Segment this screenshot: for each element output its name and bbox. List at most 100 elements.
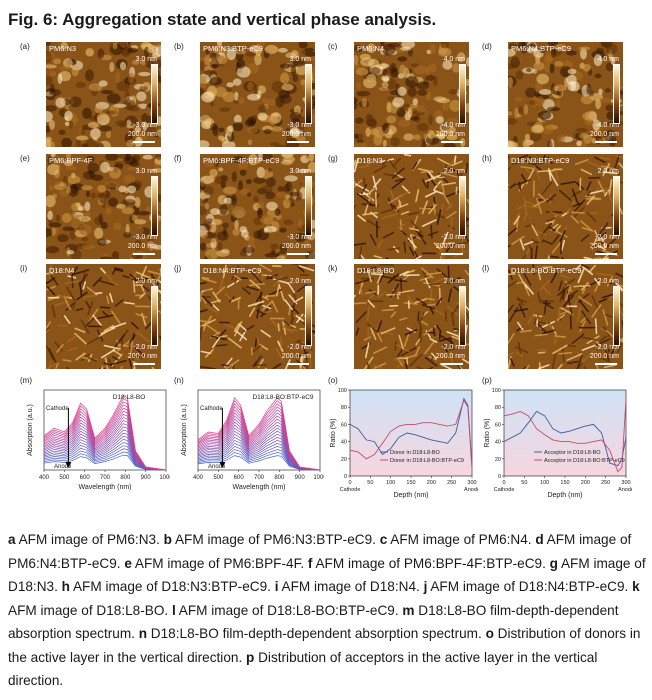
absorption-curve	[43, 448, 167, 471]
legend-entry: Donor in D18:L8-BO:BTP-eC9	[390, 458, 464, 464]
x-axis-label: Depth (nm)	[547, 492, 582, 499]
x-tick-label: 100	[540, 480, 549, 486]
ratio-series-line	[503, 410, 627, 467]
height-colorbar	[151, 286, 158, 346]
colorbar-min-label: -2.0 nm	[595, 344, 619, 351]
panel-label: (h)	[482, 154, 492, 163]
absorption-curve	[43, 445, 167, 471]
scale-bar-label: 200.0 nm	[589, 243, 619, 250]
panel-label: (d)	[482, 42, 492, 51]
height-colorbar	[613, 64, 620, 124]
afm-texture	[354, 42, 469, 147]
y-tick-label: 80	[495, 405, 501, 411]
scale-bar-label: 200.0 nm	[127, 243, 157, 250]
x-tick-label: 800	[274, 475, 285, 481]
scale-bar-label: 200.0 nm	[281, 243, 311, 250]
absorption-curve	[197, 445, 321, 471]
caption-panel-key: i	[274, 579, 279, 594]
height-colorbar	[305, 176, 312, 236]
anode-label: Anode	[208, 464, 226, 470]
panel-label: (a)	[20, 42, 30, 51]
afm-texture	[46, 264, 161, 369]
afm-image: PM6:BPF-4F 3.0 nm -3.0 nm 200.0 nm	[46, 154, 161, 259]
x-tick-label: 150	[560, 480, 569, 486]
caption-text: AFM image of PM6:BPF-4F:BTP-eC9.	[312, 555, 550, 571]
y-tick-label: 100	[492, 388, 501, 394]
chart-title: D18:L8-BO	[113, 394, 146, 401]
y-tick-label: 20	[495, 457, 501, 463]
sample-name: PM6:N4	[357, 44, 385, 53]
afm-image: D18:N4:BTP-eC9 2.0 nm -2.0 nm 200.0 nm	[200, 264, 315, 369]
x-tick-label: 600	[234, 475, 245, 481]
x-tick-label: 100	[386, 480, 395, 486]
x-tick-label: 50	[367, 480, 373, 486]
scale-bar	[441, 253, 463, 255]
x-tick-label: 900	[295, 475, 306, 481]
anode-end-label: Anode	[618, 487, 632, 493]
afm-texture	[200, 42, 315, 147]
colorbar-max-label: 4.0 nm	[597, 56, 619, 63]
cathode-end-label: Cathode	[340, 487, 361, 493]
afm-image: PM6:N3 3.0 nm -3.0 nm 200.0 nm	[46, 42, 161, 147]
caption-panel-key: d	[535, 532, 544, 547]
caption-text: AFM image of D18:N3.	[8, 555, 646, 595]
x-tick-label: 0	[502, 480, 505, 486]
scale-bar	[133, 141, 155, 143]
caption-panel-key: a	[8, 532, 16, 547]
sample-name: PM6:N3	[49, 44, 77, 53]
figure-area: (a) PM6:N3 3.0 nm -3.0 nm 200.0 nm (b) PM6:N3:…	[20, 36, 632, 516]
absorption-curve	[197, 403, 321, 471]
absorption-curve	[197, 452, 321, 471]
x-tick-label: 700	[100, 475, 111, 481]
caption-panel-key: m	[402, 602, 415, 618]
x-tick-label: 400	[193, 475, 204, 481]
x-tick-label: 700	[254, 475, 265, 481]
afm-texture	[200, 264, 315, 369]
afm-texture	[200, 154, 315, 259]
y-tick-label: 40	[341, 440, 347, 446]
colorbar-min-label: -4.0 nm	[595, 122, 619, 129]
colorbar-max-label: 3.0 nm	[135, 56, 157, 63]
panel-label: (f)	[174, 154, 182, 163]
x-tick-label: 200	[427, 480, 436, 486]
afm-texture	[354, 154, 469, 259]
panel-label: (m)	[20, 376, 32, 385]
caption-text: AFM image of D18:L8-BO:BTP-eC9.	[175, 602, 403, 618]
x-axis-label: Wavelength (nm)	[232, 484, 285, 491]
scale-bar	[595, 253, 617, 255]
sample-name: PM6:BPF-4F:BTP-eC9	[203, 156, 280, 165]
absorption-chart: (m) Cathode Anode D18:L8-BO 400 500 600 700 800 9…	[20, 376, 170, 491]
figure-title: Fig. 6: Aggregation state and vertical p…	[8, 10, 437, 29]
y-tick-label: 40	[495, 440, 501, 446]
figure-caption: a AFM image of PM6:N3. b AFM image of PM…	[8, 528, 648, 693]
y-tick-label: 20	[341, 457, 347, 463]
sample-name: PM6:BPF-4F	[49, 156, 93, 165]
legend-entry: Acceptor in D18:L8-BO:BTP-eC9	[544, 458, 625, 464]
absorption-curve	[43, 442, 167, 471]
x-tick-label: 250	[601, 480, 610, 486]
scale-bar-label: 200.0 nm	[589, 353, 619, 360]
caption-text: Distribution of donors in the active lay…	[8, 626, 641, 665]
afm-texture	[508, 154, 623, 259]
absorption-curve	[197, 449, 321, 471]
scale-bar-label: 200.0 nm	[127, 353, 157, 360]
scale-bar-label: 200.0 nm	[589, 131, 619, 138]
absorption-chart: (n) Cathode Anode D18:L8-BO:BTP-eC9 400 500 60…	[174, 376, 324, 491]
scale-bar	[595, 141, 617, 143]
caption-panel-key: h	[61, 579, 70, 594]
ratio-chart: (o) 0 50 100 150 200 250 300 0 20 40 60 80 100 Cathode…	[328, 376, 478, 501]
caption-panel-key: o	[485, 626, 494, 641]
panel-label: (i)	[20, 264, 28, 273]
scale-bar-label: 200.0 nm	[281, 131, 311, 138]
caption-panel-key: p	[246, 649, 255, 665]
afm-texture	[508, 42, 623, 147]
caption-text: AFM image of PM6:N4:BTP-eC9.	[8, 532, 632, 571]
afm-image: PM6:N3:BTP-eC9 3.0 nm -3.0 nm 200.0 nm	[200, 42, 315, 147]
y-axis-label: Absorption (a.u.)	[181, 404, 188, 456]
ratio-chart: (p) 0 50 100 150 200 250 300 0 20 40 60 80 100 Cathode…	[482, 376, 632, 501]
y-axis-label: Ratio (%)	[484, 418, 491, 447]
colorbar-max-label: 4.0 nm	[443, 56, 465, 63]
absorption-curve	[43, 439, 167, 471]
x-tick-label: 300	[621, 480, 630, 486]
scale-bar-label: 200.0 nm	[435, 131, 465, 138]
